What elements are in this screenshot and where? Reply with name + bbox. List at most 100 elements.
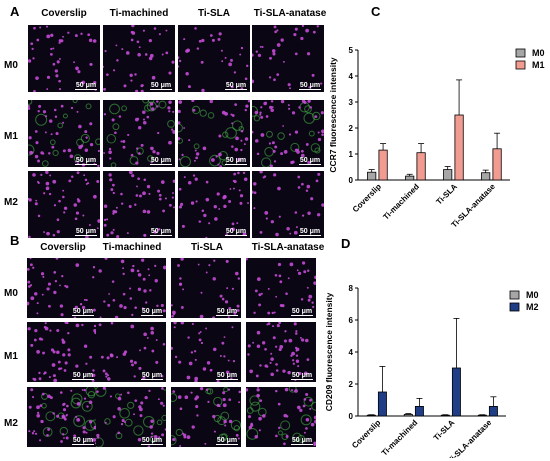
- micrograph-a-m1-4: 50 μm: [252, 100, 324, 167]
- panel-a-col-ti-machined: Ti-machined: [109, 8, 169, 19]
- bar-m0-ti-sla-anatase: [481, 172, 491, 181]
- scale-bar-label: 50 μm: [72, 307, 94, 315]
- bar-m1-ti-machined: [416, 152, 426, 181]
- scale-bar-label: 50 μm: [216, 436, 238, 444]
- scale-bar-line: [75, 88, 97, 90]
- micrograph-b-m1-3: 50 μm: [171, 322, 241, 382]
- scale-bar-line: [291, 443, 313, 445]
- micrograph-b-m2-3: 50 μm: [171, 387, 241, 447]
- cd209-bar-chart: CD209 fluorescence intensity 0 2 4 6 8 Coversl…: [324, 284, 539, 458]
- legend-swatch-m0: [515, 48, 526, 58]
- bar-m0-ti-sla-anatase: [477, 414, 487, 417]
- bar-m2-ti-machined: [414, 405, 424, 417]
- bar-m0-coverslip: [366, 414, 376, 417]
- panel-b-row-m2: M2: [4, 418, 18, 429]
- scale-bar: 50 μm: [150, 228, 172, 236]
- scale-bar: 50 μm: [72, 307, 94, 316]
- y-axis-label: CCR7 fluorescence intensity: [330, 57, 338, 173]
- scale-bar-label: 50 μm: [291, 436, 313, 444]
- panel-letter-c: C: [371, 4, 381, 19]
- scale-bar-label: 50 μm: [72, 436, 94, 444]
- scale-bar-line: [225, 88, 247, 90]
- bar-m0-ti-sla: [440, 414, 450, 417]
- y-tick-label: 4: [349, 348, 354, 357]
- scale-bar-line: [141, 314, 163, 316]
- panel-a-row-m1: M1: [4, 131, 18, 142]
- scale-bar-line: [72, 378, 94, 380]
- scale-bar: 50 μm: [291, 308, 313, 316]
- micrograph-b-m0-4: 50 μm: [246, 258, 316, 318]
- scale-bar-label: 50 μm: [299, 227, 321, 235]
- scale-bar-line: [299, 88, 321, 90]
- scale-bar: 50 μm: [75, 81, 97, 90]
- scale-bar-label: 50 μm: [216, 307, 238, 315]
- scale-bar-label: 50 μm: [225, 156, 247, 164]
- scale-bar-label: 50 μm: [75, 227, 97, 235]
- panel-b-col-ti-sla: Ti-SLA: [190, 242, 224, 253]
- scale-bar: 50 μm: [216, 436, 238, 445]
- scale-bar-label: 50 μm: [150, 156, 172, 164]
- legend-label-m2: M2: [526, 302, 539, 312]
- scale-bar-label: 50 μm: [141, 436, 163, 444]
- y-tick-label: 3: [349, 98, 354, 107]
- legend-label-m1: M1: [532, 60, 545, 70]
- bar-m2-ti-sla-anatase: [488, 405, 498, 417]
- scale-bar-label: 50 μm: [72, 371, 94, 379]
- scale-bar-label: 50 μm: [75, 81, 97, 89]
- y-tick-label: 0: [349, 412, 354, 421]
- panel-b-row-m0: M0: [4, 288, 18, 299]
- panel-b-col-coverslip: Coverslip: [40, 242, 86, 253]
- y-axis-label: CD209 fluorescence intensity: [324, 292, 334, 411]
- scale-bar-line: [150, 88, 172, 90]
- scale-bar-line: [150, 163, 172, 165]
- scale-bar-label: 50 μm: [225, 227, 247, 235]
- panel-a-col-ti-sla: Ti-SLA: [197, 8, 231, 19]
- bar-m0-ti-sla: [443, 169, 453, 181]
- x-tick-label: Coverslip: [350, 418, 382, 450]
- x-tick-label: Ti-SLA: [432, 418, 457, 443]
- scale-bar-line: [141, 378, 163, 380]
- scale-bar-label: 50 μm: [291, 371, 313, 379]
- panel-a-col-coverslip: Coverslip: [41, 8, 87, 19]
- x-tick-label: Coverslip: [351, 182, 383, 214]
- scale-bar: 50 μm: [291, 371, 313, 380]
- legend-swatch-m2: [509, 302, 520, 312]
- panel-letter-a: A: [10, 4, 20, 19]
- panel-letter-b: B: [10, 233, 20, 248]
- bar-m0-ti-machined: [405, 175, 415, 181]
- micrograph-b-m2-1: 50 μm: [27, 387, 97, 447]
- scale-bar-line: [72, 314, 94, 316]
- scale-bar-line: [216, 443, 238, 445]
- ccr7-bar-chart: CCR7 fluorescence intensity 0 1 2 3 4 5 Coversl…: [330, 46, 545, 229]
- y-tick-label: 2: [349, 124, 354, 133]
- scale-bar-line: [72, 443, 94, 445]
- scale-bar-label: 50 μm: [141, 307, 163, 315]
- y-tick-label: 2: [349, 380, 354, 389]
- scale-bar: 50 μm: [141, 436, 163, 445]
- scale-bar-label: 50 μm: [299, 156, 321, 164]
- scale-bar: 50 μm: [225, 227, 247, 236]
- micrograph-a-m2-2: 50 μm: [103, 171, 175, 238]
- scale-bar: 50 μm: [141, 372, 163, 380]
- scale-bar-line: [291, 314, 313, 316]
- scale-bar-line: [216, 378, 238, 380]
- x-tick-label: Ti-SLA: [434, 182, 459, 207]
- scale-bar-label: 50 μm: [299, 81, 321, 89]
- scale-bar-label: 50 μm: [216, 371, 238, 379]
- scale-bar: 50 μm: [291, 436, 313, 445]
- scale-bar-line: [141, 443, 163, 445]
- y-tick-label: 4: [349, 72, 354, 81]
- micrograph-a-m2-4: 50 μm: [252, 171, 324, 238]
- scale-bar-line: [216, 314, 238, 316]
- bar-m2-coverslip: [377, 391, 387, 417]
- legend-swatch-m0: [509, 290, 520, 300]
- scale-bar: 50 μm: [150, 156, 172, 165]
- micrograph-a-m0-4: 50 μm: [252, 25, 324, 92]
- micrograph-a-m1-1: 50 μm: [28, 100, 100, 167]
- panel-a-col-ti-sla-anatase: Ti-SLA-anatase: [253, 8, 327, 19]
- scale-bar: 50 μm: [75, 157, 97, 165]
- panel-a-row-m0: M0: [4, 60, 18, 71]
- micrograph-b-m0-2: 50 μm: [96, 258, 166, 318]
- x-tick-label: Ti-machined: [380, 418, 420, 458]
- panel-b-col-ti-sla-anatase: Ti-SLA-anatase: [251, 242, 325, 253]
